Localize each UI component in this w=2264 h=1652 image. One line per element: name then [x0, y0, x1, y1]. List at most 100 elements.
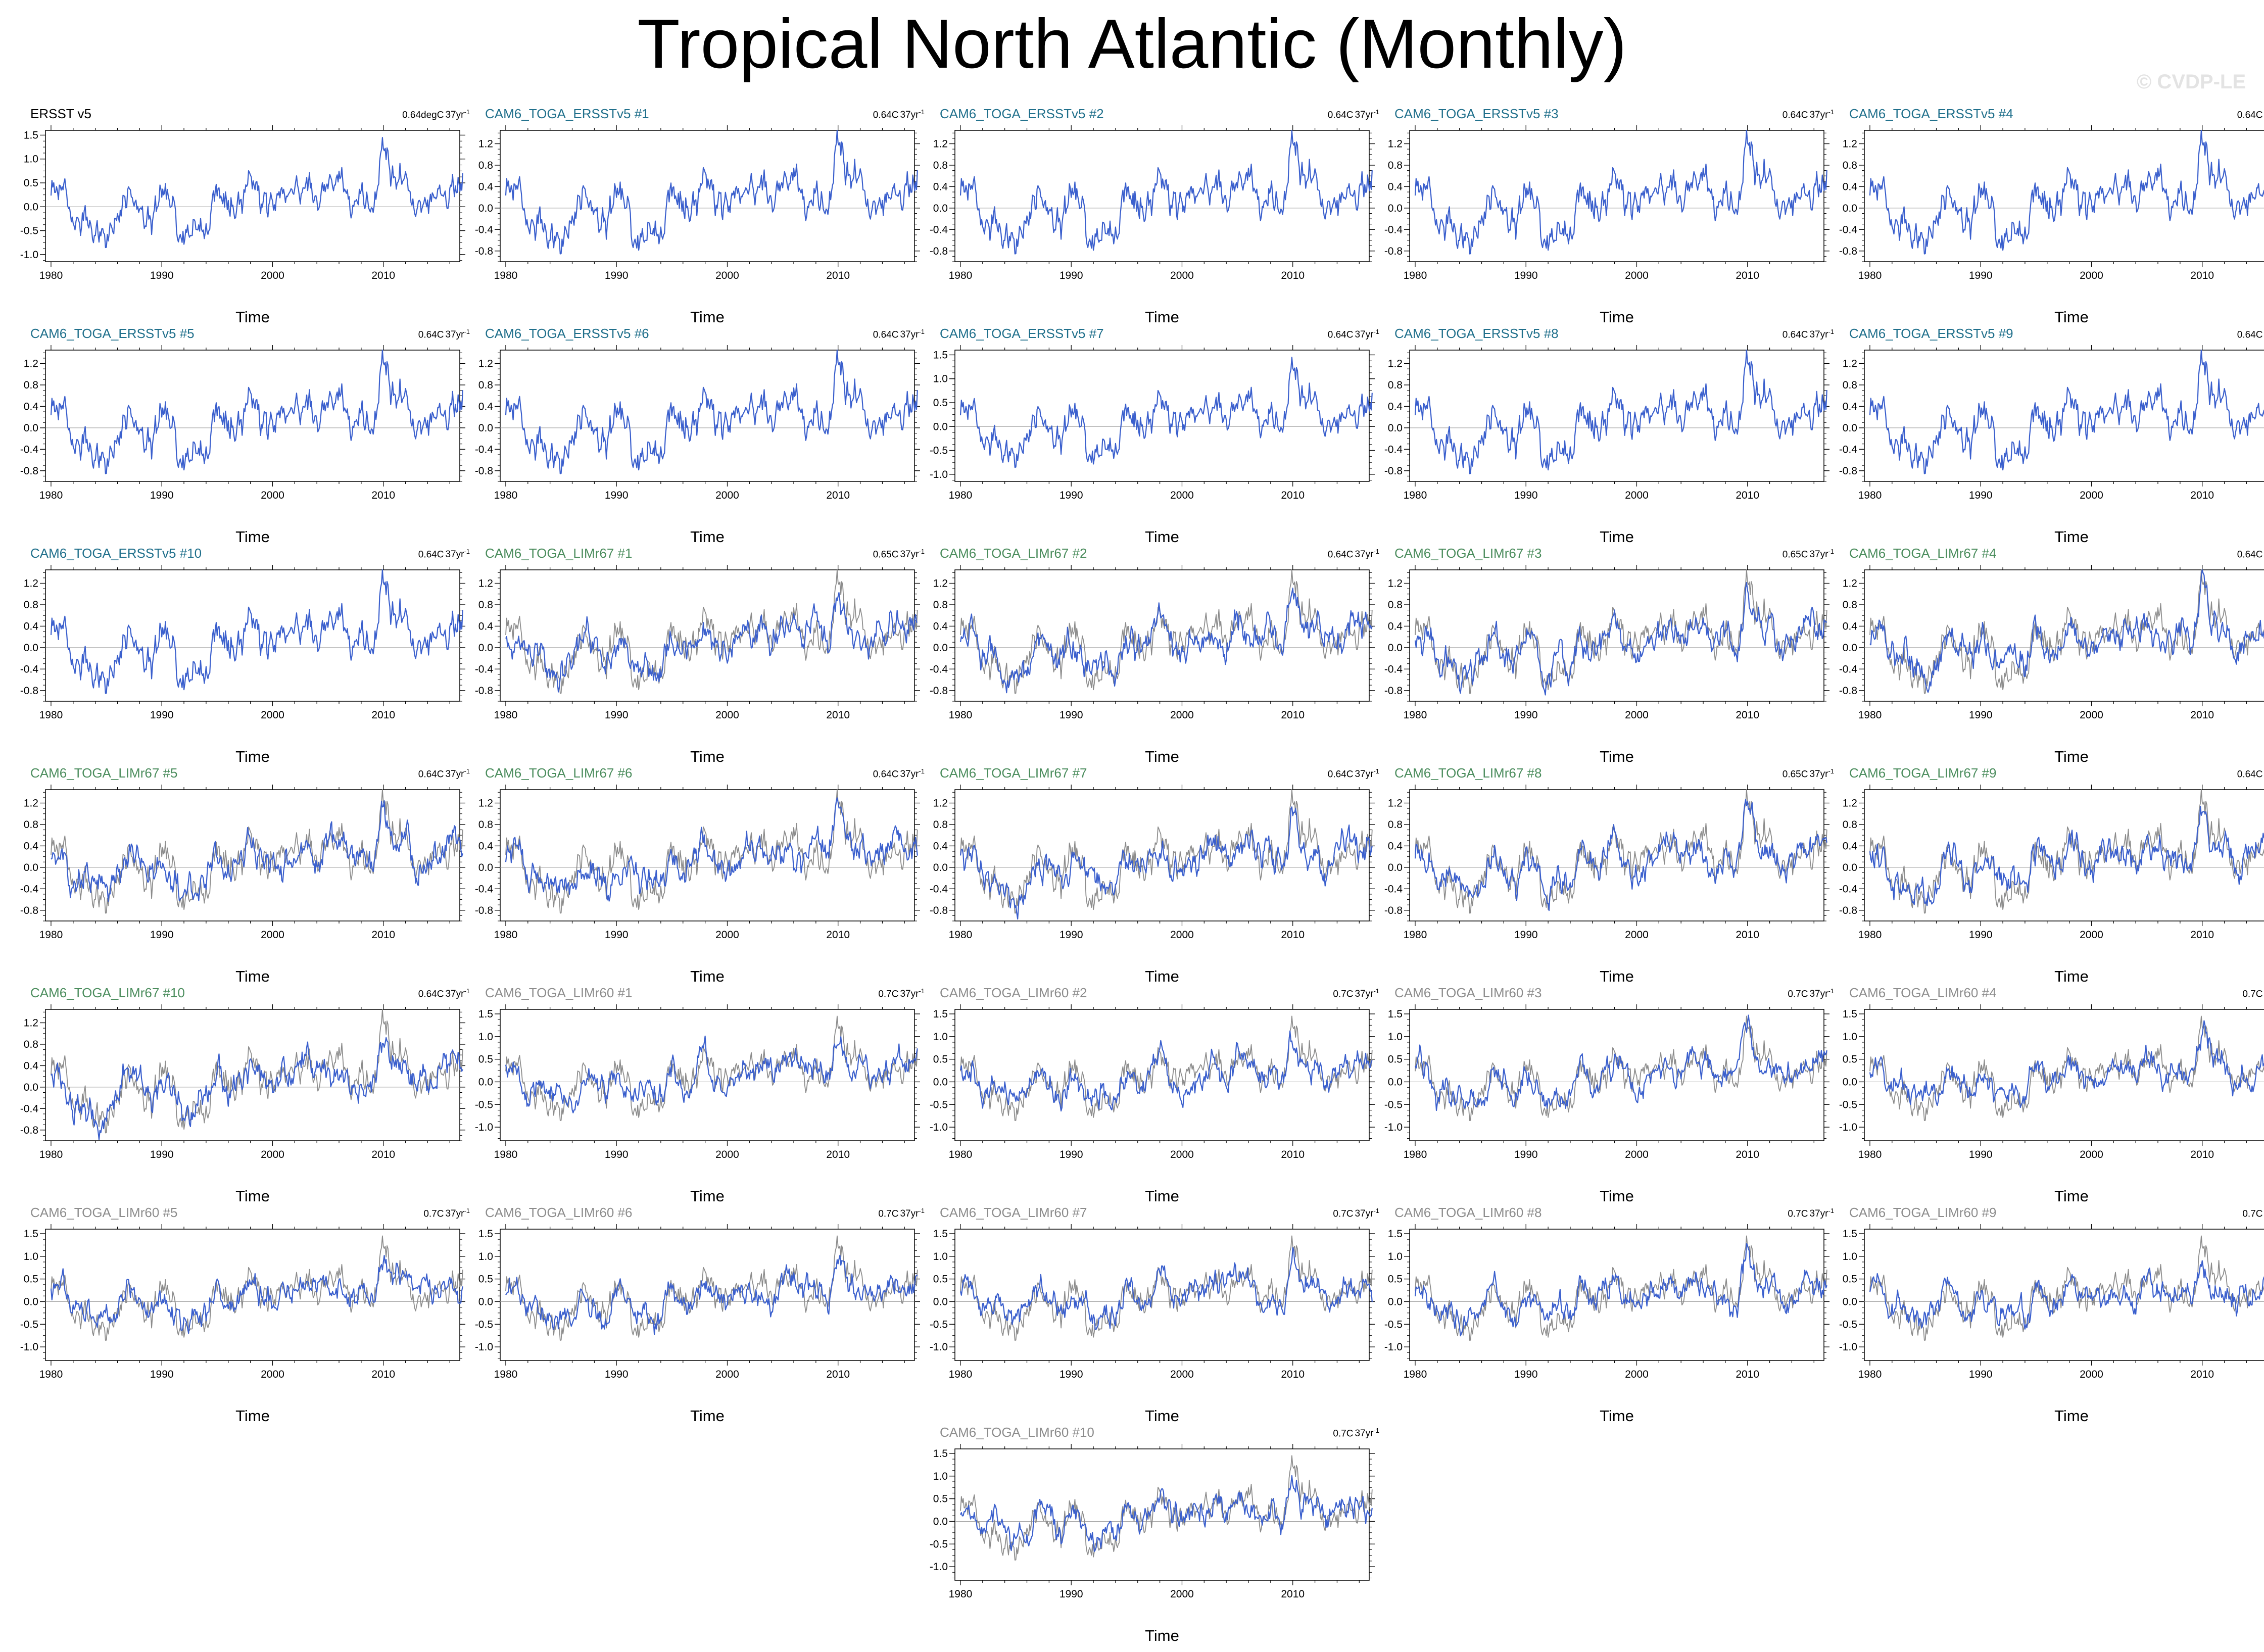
series-line-observed	[960, 1455, 1373, 1561]
y-tick-label: 0.0	[1388, 642, 1403, 654]
panel-title: CAM6_TOGA_ERSSTv5 #10	[30, 546, 202, 561]
plot-frame	[1409, 569, 1824, 702]
y-tick-label: -0.4	[1384, 444, 1403, 455]
y-tick-label: 1.5	[1388, 1228, 1403, 1240]
trend-period: 37yr	[900, 329, 919, 341]
trend-exponent: -1	[1828, 548, 1834, 555]
chart-panel: CAM6_TOGA_LIMr60 #5 0.7C 37yr-1 1980 1990 200…	[20, 1205, 475, 1425]
plot-frame	[1409, 1009, 1824, 1141]
trend-exponent: -1	[919, 987, 925, 995]
y-tick-label: 1.2	[1843, 358, 1857, 370]
line-chart: 1980 1990 2000 2010 -0.8 -0.4 0.0 0.4 0.8 1.2	[1839, 785, 2264, 941]
x-axis-label: Time	[2054, 748, 2089, 765]
line-chart: 1980 1990 2000 2010 -1.0 -0.5 0.0 0.5 1.0 1.5	[930, 1224, 1375, 1380]
y-tick-label: 1.5	[24, 129, 38, 141]
y-tick-label: -1.0	[1839, 1341, 1857, 1353]
trend-value: 0.64C	[2237, 769, 2263, 780]
y-tick-label: 0.4	[478, 840, 494, 852]
y-tick-label: 0.5	[478, 1054, 493, 1065]
trend-exponent: -1	[919, 328, 925, 335]
trend-value: 0.7C	[1333, 1208, 1354, 1220]
x-axis-label: Time	[690, 528, 725, 546]
x-tick-label: 2010	[1736, 1149, 1759, 1160]
chart-panel: ERSST v5 0.64degC 37yr-1 1980 1990 2000 2010 -1…	[20, 106, 475, 326]
chart-panel: CAM6_TOGA_LIMr60 #2 0.7C 37yr-1 1980 1990 200…	[930, 985, 1384, 1205]
y-tick-label: 0.8	[478, 379, 493, 391]
chart-panel: CAM6_TOGA_ERSSTv5 #10 0.64C 37yr-1 1980 1990…	[20, 546, 475, 765]
x-tick-label: 1980	[1858, 1369, 1882, 1380]
trend-value: 0.7C	[1333, 1428, 1354, 1439]
y-tick-label: -0.8	[1384, 465, 1403, 477]
y-tick-label: 0.0	[933, 642, 948, 654]
y-tick-label: -0.8	[20, 685, 38, 697]
y-tick-label: 0.0	[933, 1296, 948, 1307]
x-axis-label: Time	[1600, 967, 1634, 985]
x-tick-label: 1980	[949, 1588, 973, 1600]
trend-period: 37yr	[445, 329, 464, 341]
y-tick-label: 0.8	[933, 160, 948, 171]
trend-value: 0.7C	[1788, 1208, 1808, 1220]
panel-title: CAM6_TOGA_ERSSTv5 #7	[940, 326, 1104, 341]
y-tick-label: 0.5	[1843, 1054, 1857, 1065]
y-tick-label: -1.0	[20, 1341, 38, 1353]
plot-frame	[45, 130, 460, 262]
trend-exponent: -1	[1373, 328, 1379, 335]
y-tick-label: 0.4	[1388, 401, 1403, 412]
x-tick-label: 2010	[1281, 709, 1305, 721]
y-tick-label: 0.5	[24, 1274, 38, 1285]
x-tick-label: 2000	[1170, 709, 1194, 721]
series-line	[51, 800, 463, 902]
x-tick-label: 1990	[150, 1369, 174, 1380]
trend-value: 0.64C	[2237, 329, 2263, 341]
trend-label: 0.65C 37yr-1	[1783, 767, 1834, 780]
y-tick-label: 0.0	[24, 1082, 38, 1093]
trend-value: 0.7C	[1333, 989, 1354, 1000]
y-tick-label: -0.8	[1839, 246, 1857, 257]
watermark: © CVDP-LE	[2136, 71, 2246, 93]
chart-panel: CAM6_TOGA_ERSSTv5 #7 0.64C 37yr-1 1980 1990 2…	[930, 326, 1384, 546]
line-chart: 1980 1990 2000 2010 -0.8 -0.4 0.0 0.4 0.8 1.2	[1384, 565, 1829, 721]
x-axis-label: Time	[1145, 967, 1179, 985]
plot-frame	[1409, 350, 1824, 482]
y-tick-label: 0.0	[1843, 1076, 1857, 1088]
y-tick-label: 1.2	[1843, 798, 1857, 809]
series-line	[1869, 1020, 2264, 1108]
x-tick-label: 1990	[1969, 1369, 1993, 1380]
chart-panel: CAM6_TOGA_LIMr60 #8 0.7C 37yr-1 1980 1990 200…	[1384, 1205, 1839, 1425]
x-tick-label: 2000	[261, 709, 284, 721]
trend-label: 0.65C 37yr-1	[873, 548, 925, 560]
x-tick-label: 1980	[1404, 1369, 1427, 1380]
x-tick-label: 1990	[1514, 709, 1538, 721]
x-tick-label: 2010	[1281, 1588, 1305, 1600]
y-tick-label: 0.8	[1388, 599, 1403, 611]
x-tick-label: 2000	[715, 490, 739, 501]
x-tick-label: 2010	[1281, 270, 1305, 281]
panel-title: CAM6_TOGA_LIMr67 #7	[940, 765, 1087, 781]
x-axis-label: Time	[690, 1407, 725, 1425]
y-tick-label: 0.0	[1388, 1076, 1403, 1088]
y-tick-label: 0.4	[1388, 620, 1403, 632]
panel-title: CAM6_TOGA_LIMr67 #9	[1849, 765, 1997, 781]
x-tick-label: 2010	[826, 490, 850, 501]
x-axis-label: Time	[1145, 748, 1179, 765]
trend-value: 0.7C	[2242, 1208, 2263, 1220]
y-tick-label: 1.0	[933, 1251, 948, 1262]
line-chart: 1980 1990 2000 2010 -0.8 -0.4 0.0 0.4 0.8 1.2	[20, 345, 465, 501]
x-axis-label: Time	[2054, 1407, 2089, 1425]
chart-panel: CAM6_TOGA_LIMr67 #6 0.64C 37yr-1 1980 1990 20…	[475, 765, 930, 985]
y-tick-label: -0.4	[20, 444, 39, 455]
trend-period: 37yr	[445, 1208, 464, 1220]
x-axis-label: Time	[690, 1187, 725, 1205]
x-axis-label: Time	[1600, 308, 1634, 326]
trend-value: 0.7C	[423, 1208, 444, 1220]
trend-exponent: -1	[919, 1207, 925, 1214]
